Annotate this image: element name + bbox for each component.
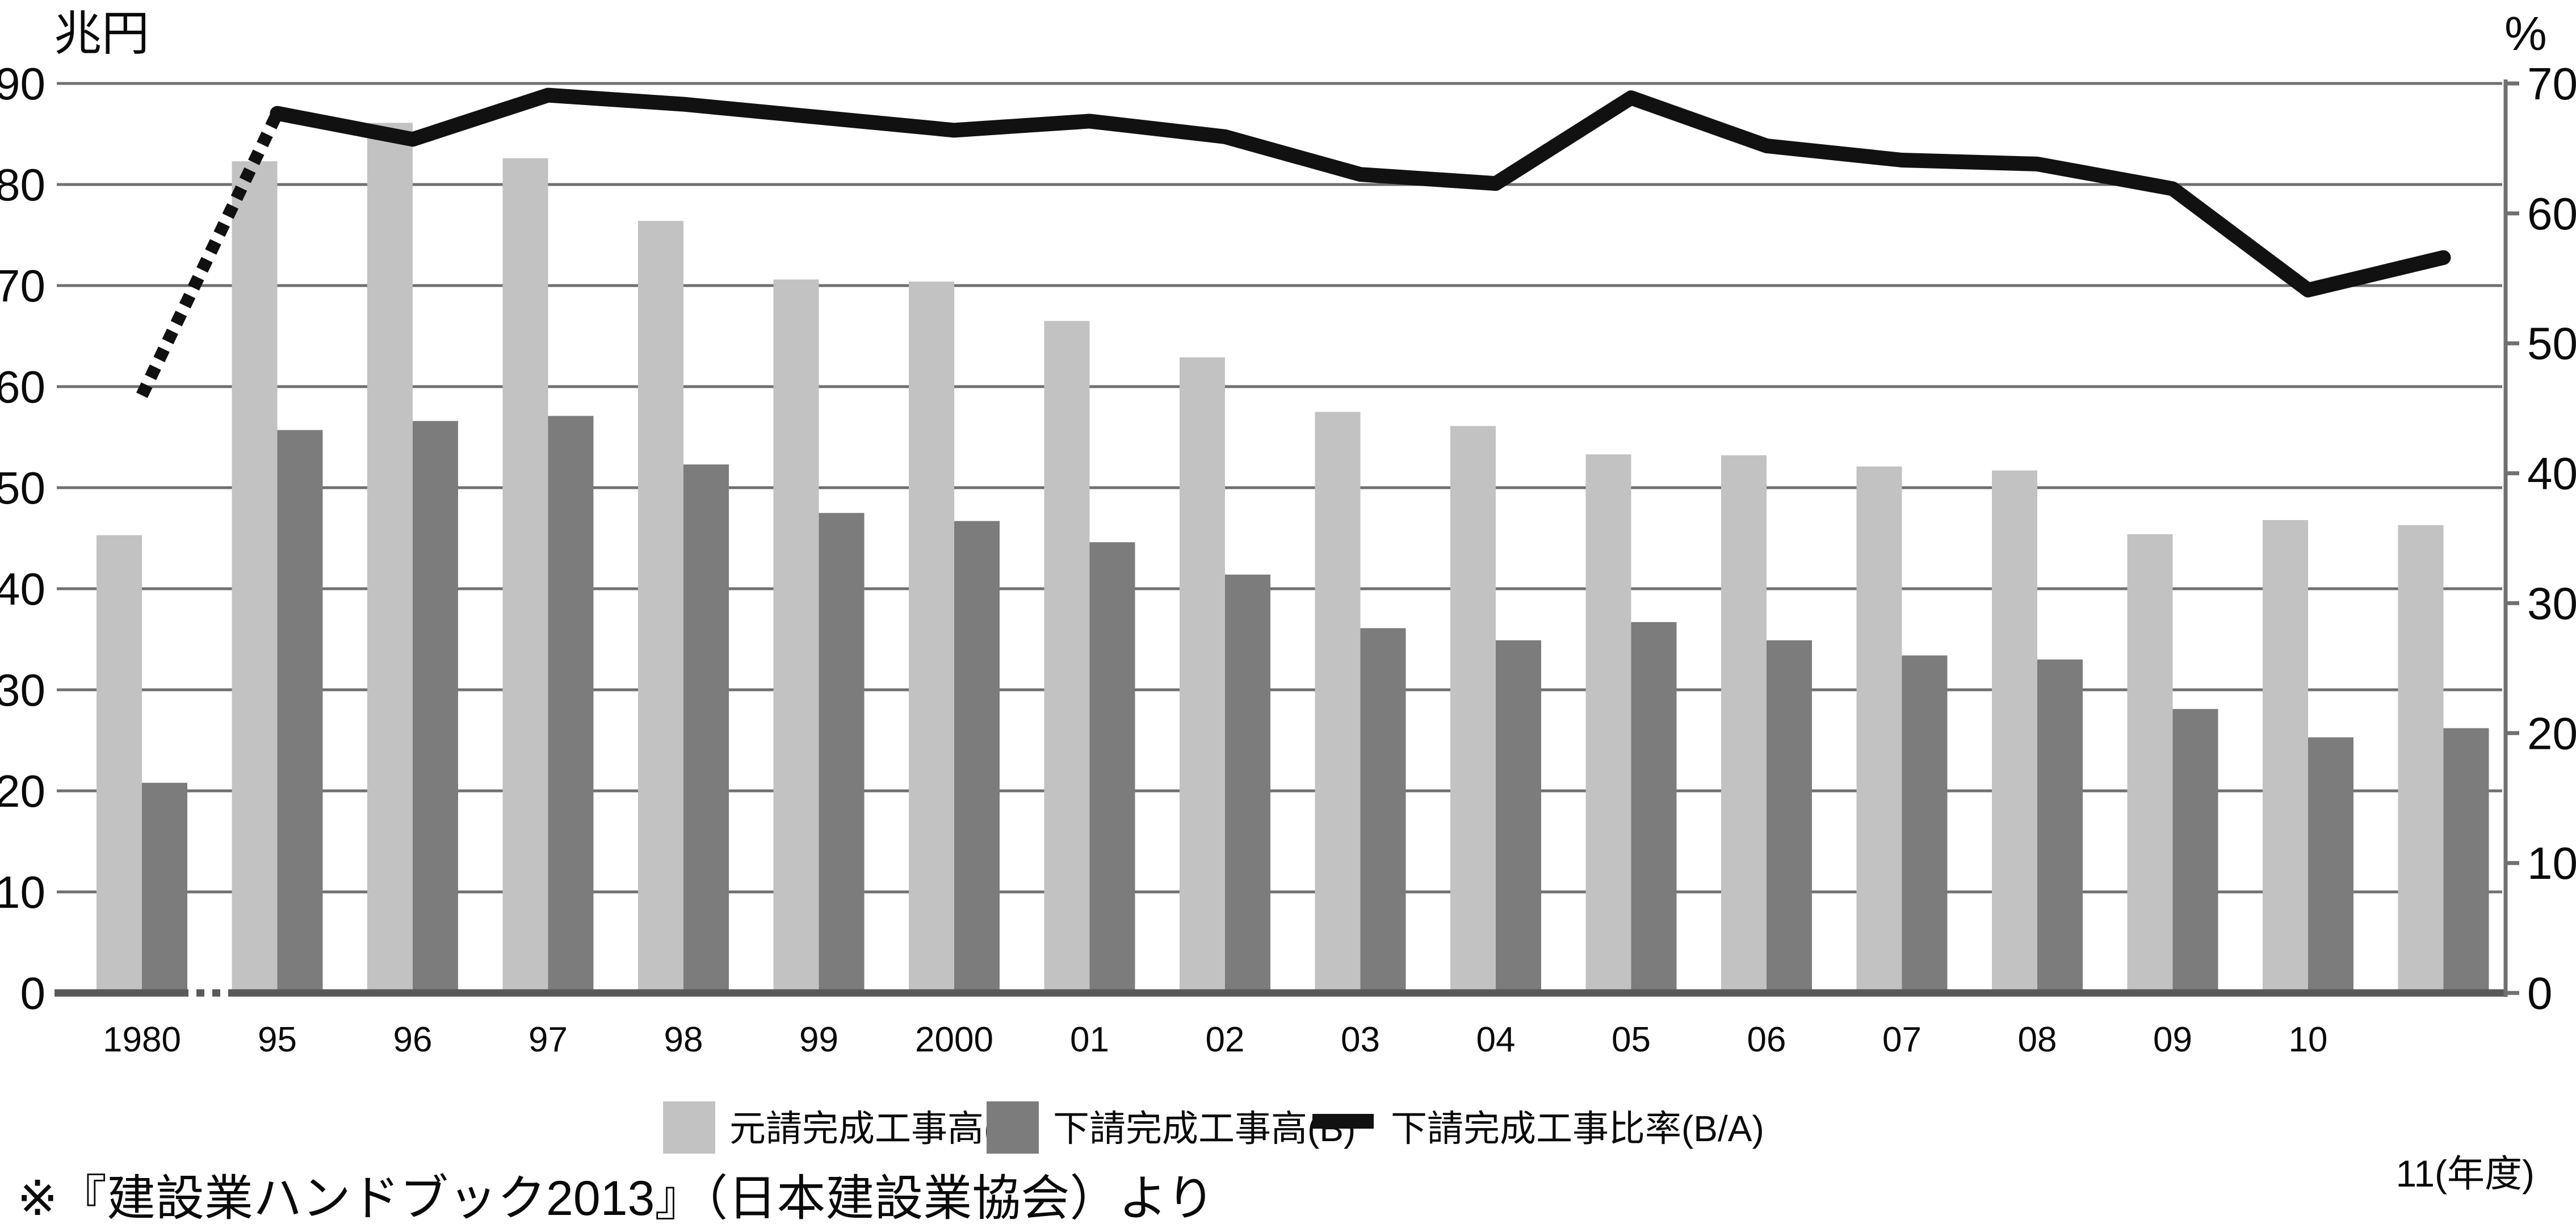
- legend-swatch-ratio-line: [1312, 1114, 1374, 1129]
- legend-label-subcontract: 下請完成工事高(B): [1053, 1108, 1356, 1149]
- bar-prime-1980: [97, 535, 142, 993]
- left-axis-tick-label: 30: [0, 665, 45, 715]
- x-axis-label-09: 09: [2153, 1020, 2192, 1059]
- x-axis-label-02: 02: [1206, 1020, 1245, 1059]
- right-axis-tick-label: 20: [2527, 708, 2576, 758]
- bar-prime-09: [2127, 534, 2173, 993]
- x-axis-label-97: 97: [528, 1020, 568, 1059]
- legend-swatch-subcontract: [987, 1101, 1039, 1154]
- x-axis-label-98: 98: [664, 1020, 703, 1059]
- bar-prime-99: [773, 279, 819, 993]
- bars-subcontract: [142, 416, 2489, 993]
- bar-sub-06: [1767, 640, 1812, 993]
- right-axis-tick-label: 40: [2527, 449, 2576, 499]
- left-axis-tick-label: 60: [0, 362, 45, 412]
- bar-sub-07: [1902, 655, 1948, 993]
- x-axis-label-01: 01: [1070, 1020, 1109, 1059]
- x-axis-label-99: 99: [799, 1020, 838, 1059]
- bar-prime-05: [1585, 454, 1631, 993]
- bar-sub-04: [1496, 640, 1541, 993]
- left-axis-tick-label: 40: [0, 564, 45, 614]
- x-axis-label-95: 95: [258, 1020, 297, 1059]
- bar-prime-11: [2398, 525, 2444, 993]
- ratio-line: [136, 87, 2451, 399]
- x-axis-labels: 1980 95 96 97 98 99 2000 01 02 03 04 05 06 07 08 09 10: [103, 1020, 2327, 1059]
- bar-sub-2000: [954, 521, 1000, 993]
- left-axis-tick-label: 50: [0, 463, 45, 513]
- left-axis-tick-label: 0: [20, 968, 46, 1019]
- bar-sub-09: [2172, 709, 2218, 993]
- bar-sub-05: [1631, 622, 1677, 993]
- bar-prime-04: [1450, 426, 1496, 993]
- x-axis-label-06: 06: [1747, 1020, 1786, 1059]
- left-axis-tick-label: 80: [0, 160, 45, 210]
- bar-sub-11: [2443, 728, 2489, 993]
- right-axis-tick-label: 10: [2527, 838, 2576, 888]
- legend: 元請完成工事高(A) 下請完成工事高(B) 下請完成工事比率(B/A): [663, 1101, 1764, 1154]
- ratio-line-path: [270, 87, 2451, 297]
- x-axis-label-1980: 1980: [103, 1020, 181, 1059]
- bar-sub-08: [2037, 659, 2083, 993]
- bar-prime-95: [232, 161, 278, 994]
- bar-prime-2000: [909, 281, 954, 993]
- bar-prime-10: [2263, 520, 2308, 993]
- bar-sub-99: [819, 513, 865, 993]
- left-axis-tick-labels: 0 10 20 30 40 50 60 70 80 90: [0, 58, 45, 1019]
- right-axis-tick-label: 50: [2527, 318, 2576, 369]
- bar-prime-01: [1044, 321, 1090, 993]
- left-axis-tick-label: 10: [0, 867, 45, 917]
- left-axis-tick-label: 20: [0, 766, 45, 816]
- x-axis-label-04: 04: [1476, 1020, 1516, 1059]
- x-axis-label-10: 10: [2289, 1020, 2328, 1059]
- right-axis-tick-labels: 0 10 20 30 40 50 60 70: [2527, 58, 2576, 1019]
- x-axis-label-2000: 2000: [915, 1020, 993, 1059]
- x-axis-label-05: 05: [1612, 1020, 1651, 1059]
- bar-prime-08: [1992, 470, 2037, 993]
- right-axis-tick-label: 70: [2527, 58, 2576, 109]
- right-axis-unit-label: %: [2504, 7, 2547, 60]
- bar-sub-1980: [142, 782, 187, 993]
- bar-sub-96: [413, 421, 458, 993]
- bar-prime-98: [638, 221, 683, 994]
- x-axis-label-07: 07: [1882, 1020, 1921, 1059]
- bar-sub-98: [683, 464, 729, 993]
- legend-label-ratio-line: 下請完成工事比率(B/A): [1391, 1108, 1764, 1149]
- x-axis-year-note: 11(年度): [2396, 1152, 2535, 1195]
- source-note: ※『建設業ハンドブック2013』（日本建設業協会）より: [17, 1171, 1215, 1226]
- left-axis-unit-label: 兆円: [54, 7, 149, 60]
- bar-sub-95: [277, 430, 323, 993]
- bar-prime-03: [1315, 412, 1361, 993]
- bar-prime-96: [367, 123, 413, 993]
- legend-label-prime-contract: 元請完成工事高(A): [729, 1108, 1032, 1149]
- left-axis-tick-label: 90: [0, 58, 45, 109]
- left-axis-tick-label: 70: [0, 261, 45, 311]
- bar-prime-02: [1180, 357, 1225, 993]
- bar-sub-03: [1360, 628, 1406, 993]
- bar-sub-97: [548, 416, 594, 993]
- legend-swatch-prime-contract: [663, 1101, 715, 1154]
- right-axis-tick-label: 30: [2527, 578, 2576, 628]
- bar-prime-07: [1856, 466, 1902, 993]
- x-axis-label-03: 03: [1341, 1020, 1380, 1059]
- bar-prime-97: [502, 158, 548, 994]
- right-axis-tick-label: 60: [2527, 188, 2576, 239]
- right-axis: [2503, 79, 2519, 997]
- ratio-line-broken-segment: [136, 110, 283, 399]
- bar-prime-06: [1721, 455, 1767, 993]
- bar-sub-10: [2308, 737, 2353, 993]
- bar-sub-01: [1089, 542, 1135, 993]
- x-axis-label-08: 08: [2018, 1020, 2057, 1059]
- bar-sub-02: [1225, 575, 1270, 993]
- gridlines: [57, 82, 2502, 894]
- bars-prime-contract: [97, 123, 2444, 994]
- x-axis-label-96: 96: [393, 1020, 433, 1059]
- right-axis-tick-label: 0: [2527, 968, 2553, 1019]
